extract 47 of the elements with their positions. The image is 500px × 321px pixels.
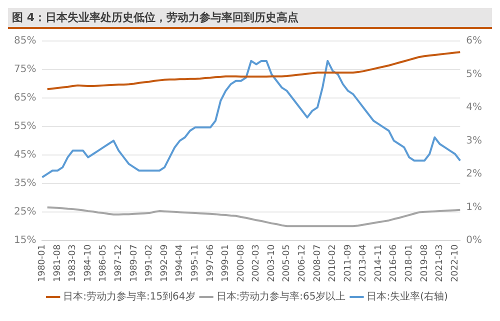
x-tick-label: 2013-04 <box>358 244 369 282</box>
y-tick-label: 35% <box>14 178 36 190</box>
x-tick-label: 2014-11 <box>374 244 384 282</box>
x-tick-label: 2002-03 <box>252 244 262 282</box>
x-tick-label: 1981-08 <box>52 244 63 282</box>
x-tick-label: 1984-10 <box>83 244 94 282</box>
y2-tick-label: 4% <box>466 102 482 114</box>
x-tick-label: 1986-05 <box>98 244 109 282</box>
x-tick-label: 1980-01 <box>38 244 48 282</box>
y2-tick-label: 2% <box>466 168 482 180</box>
y-tick-label: 15% <box>14 234 36 246</box>
y-tick-label: 55% <box>14 121 36 132</box>
chart-title: 图 4：日本失业率处历史低位，劳动力参与率回到历史高点 <box>8 8 492 29</box>
y-tick-label: 85% <box>14 36 36 47</box>
x-tick-label: 2011-09 <box>343 244 354 282</box>
x-tick-label: 2005-05 <box>282 244 292 282</box>
legend-label: 日本:失业率(右轴) <box>366 290 448 303</box>
x-tick-label: 2019-08 <box>420 244 430 282</box>
x-tick-label: 2008-07 <box>312 244 323 282</box>
x-tick-label: 2016-06 <box>389 244 400 282</box>
legend-label: 日本:劳动力参与率:65岁以上 <box>216 290 346 303</box>
x-tick-label: 1983-03 <box>68 244 78 282</box>
x-tick-label: 1995-11 <box>190 244 200 282</box>
y-tick-label: 65% <box>14 92 36 104</box>
x-tick-label: 2022-10 <box>450 244 460 282</box>
y2-tick-label: 3% <box>466 135 482 146</box>
y2-tick-label: 5% <box>466 68 482 80</box>
x-tick-label: 1994-04 <box>175 244 186 282</box>
x-tick-label: 2010-02 <box>328 244 338 282</box>
x-tick-label: 1987-12 <box>114 244 124 282</box>
x-tick-label: 2006-12 <box>297 244 308 282</box>
x-tick-label: 2000-08 <box>236 244 246 282</box>
x-tick-label: 2021-03 <box>435 244 446 282</box>
y-tick-label: 25% <box>14 206 36 218</box>
y2-tick-label: 6% <box>466 36 482 47</box>
x-tick-label: 1999-01 <box>221 244 232 282</box>
x-tick-label: 1992-09 <box>160 244 170 282</box>
y-tick-label: 45% <box>14 150 36 161</box>
legend-label: 日本:劳动力参与率:15到64岁 <box>63 290 196 303</box>
x-tick-label: 1991-02 <box>144 244 155 282</box>
y-tick-label: 75% <box>14 64 36 76</box>
x-tick-label: 1997-06 <box>206 244 216 282</box>
x-tick-label: 1989-07 <box>129 244 140 282</box>
y2-tick-label: 1% <box>466 202 482 213</box>
y2-tick-label: 0% <box>466 234 482 246</box>
x-tick-label: 2018-01 <box>404 244 415 282</box>
x-tick-label: 2003-10 <box>266 244 277 282</box>
